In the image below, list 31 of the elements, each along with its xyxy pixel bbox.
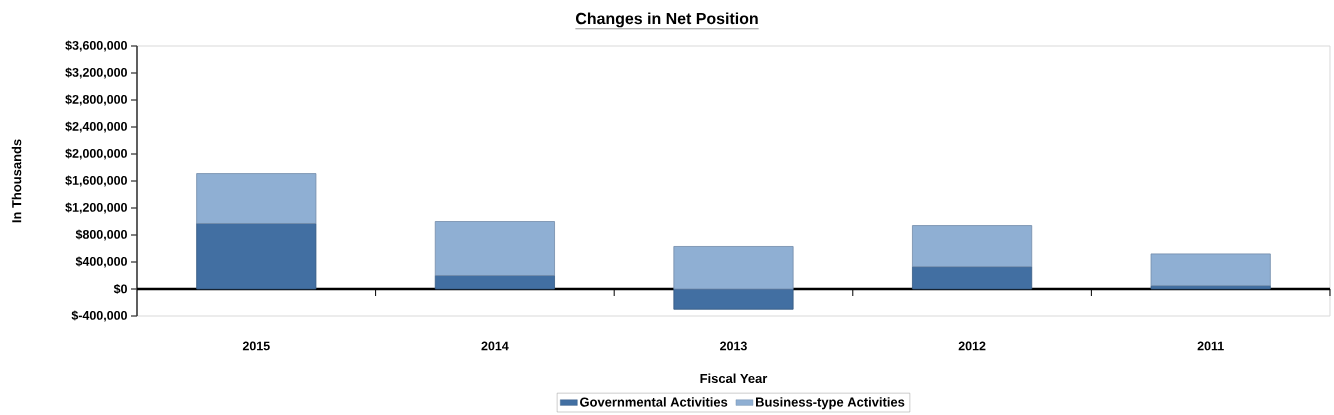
y-tick-label: $2,000,000 bbox=[65, 148, 127, 160]
y-tick-label: $800,000 bbox=[75, 229, 127, 241]
y-tick-label: $3,600,000 bbox=[65, 40, 127, 52]
bar bbox=[1150, 285, 1271, 290]
bar bbox=[434, 221, 555, 276]
y-tick-label: $1,600,000 bbox=[65, 175, 127, 187]
x-tick-label: 2014 bbox=[481, 341, 509, 351]
x-tick-label: 2011 bbox=[1197, 341, 1224, 351]
y-tick-label: $3,200,000 bbox=[65, 67, 127, 79]
bar bbox=[196, 223, 317, 290]
x-tick-label: 2012 bbox=[958, 341, 986, 351]
bar bbox=[673, 288, 794, 310]
legend-label: Business-type Activities bbox=[756, 397, 905, 410]
x-axis-title: Fiscal Year bbox=[700, 373, 768, 384]
y-tick-label: $-400,000 bbox=[71, 310, 127, 322]
bar bbox=[1150, 253, 1271, 287]
x-tick-label: 2013 bbox=[720, 341, 747, 351]
y-tick-label: $1,200,000 bbox=[65, 202, 127, 214]
y-axis-title: In Thousands bbox=[11, 139, 22, 223]
bar bbox=[196, 173, 317, 224]
bar bbox=[673, 246, 794, 290]
y-tick-label: $0 bbox=[113, 283, 127, 295]
bar bbox=[912, 266, 1033, 290]
legend-label: Governmental Activities bbox=[580, 397, 728, 407]
x-tick-label: 2015 bbox=[242, 341, 270, 351]
y-tick-label: $2,400,000 bbox=[65, 121, 127, 133]
bar bbox=[912, 225, 1033, 268]
chart-title: Changes in Net Position bbox=[576, 12, 758, 28]
bar bbox=[434, 275, 555, 290]
y-tick-label: $2,800,000 bbox=[65, 94, 127, 106]
y-tick-label: $400,000 bbox=[75, 256, 127, 268]
